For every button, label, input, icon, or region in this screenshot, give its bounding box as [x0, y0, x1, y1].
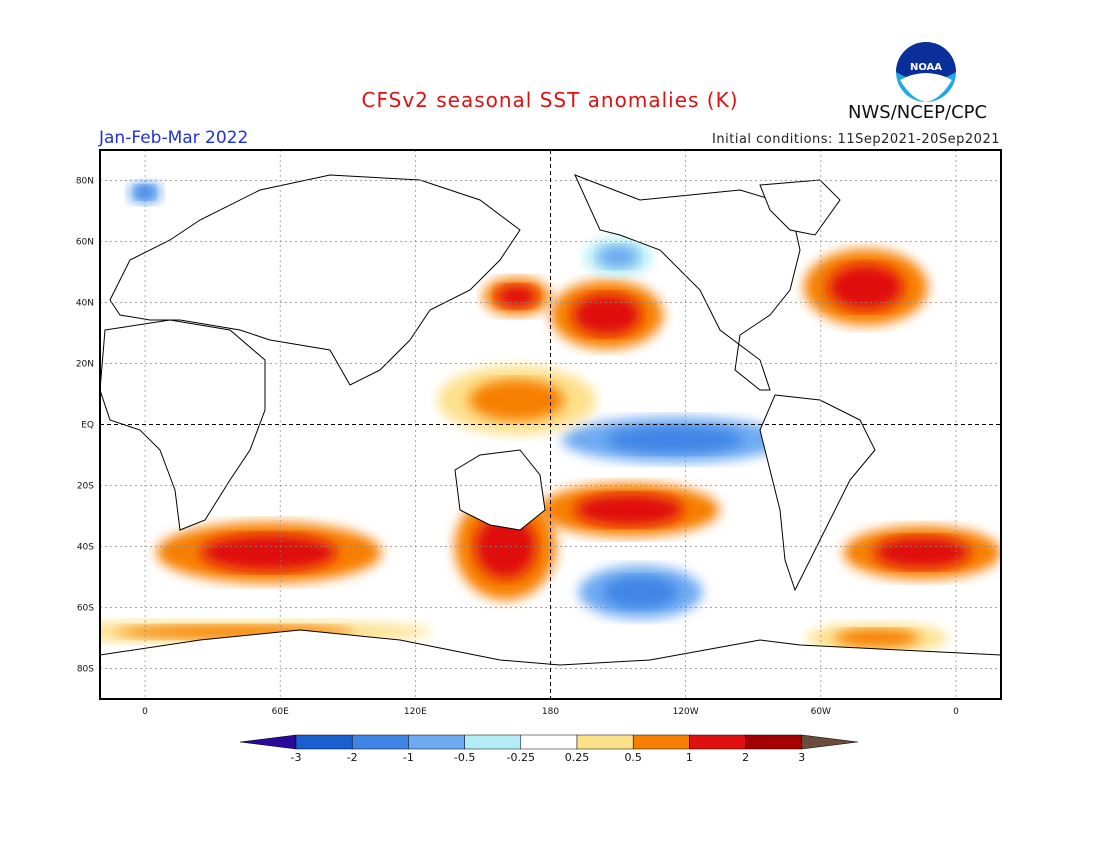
season-label: Jan-Feb-Mar 2022: [99, 128, 249, 148]
longitude-labels: 0 60E 120E 180 120W 60W 0: [142, 707, 959, 717]
colorbar-segment-8: [745, 734, 803, 750]
lon-label-0: 0: [142, 707, 148, 717]
noaa-logo: NOAA: [896, 42, 956, 102]
colorbar-label-0: -3: [291, 751, 302, 764]
australia: [454, 449, 546, 531]
lat-label-EQ: EQ: [81, 421, 94, 431]
initial-conditions: Initial conditions: 11Sep2021-20Sep2021: [712, 132, 1000, 147]
lon-label-1: 60E: [272, 707, 289, 717]
lat-label-60N: 60N: [76, 238, 94, 248]
anomaly-region-central-pacific-cold-tongue-core: [606, 426, 742, 454]
anomaly-region-weddell-warm-core: [834, 628, 920, 648]
colorbar-segment-5: [576, 734, 634, 750]
colorbar-label-9: 3: [798, 751, 805, 764]
colorbar-segment-3: [464, 734, 522, 750]
map-title: CFSv2 seasonal SST anomalies (K): [361, 88, 739, 112]
agency-label: NWS/NCEP/CPC: [848, 102, 988, 123]
lat-label-20S: 20S: [77, 482, 94, 492]
colorbar-segment-2: [408, 734, 465, 750]
continent-outlines: [100, 174, 1001, 699]
lat-label-40N: 40N: [76, 299, 94, 309]
lat-label-80N: 80N: [76, 177, 94, 187]
latitude-labels: 80N 60N 40N 20N EQ 20S 40S 60S 80S: [76, 177, 94, 675]
colorbar-label-4: -0.25: [507, 751, 535, 764]
colorbar-segment-0: [295, 734, 353, 750]
colorbar-label-7: 1: [686, 751, 693, 764]
colorbar-label-2: -1: [403, 751, 414, 764]
anomaly-region-south-pacific-warm-diagonal-core: [575, 493, 684, 526]
south-america: [759, 394, 876, 592]
anomaly-region-south-atlantic-warm-core: [874, 536, 970, 569]
lat-label-40S: 40S: [77, 543, 94, 553]
noaa-logo-text: NOAA: [910, 62, 942, 73]
anomaly-region-north-atlantic-warm-core: [828, 264, 904, 311]
lon-label-5: 60W: [811, 707, 831, 717]
anomaly-region-west-pacific-warm-band-core: [469, 379, 565, 421]
reference-lines: [100, 150, 1001, 699]
colorbar-segment-4: [520, 734, 578, 750]
colorbar-label-6: 0.5: [624, 751, 642, 764]
anomaly-region-northeast-pacific-cold-core: [597, 245, 639, 269]
colorbar-arrow-high: [801, 734, 858, 750]
colorbar-segment-1: [351, 734, 409, 750]
anomaly-region-north-pacific-warm-blob-core: [573, 294, 641, 336]
anomaly-region-south-indian-warm-core: [201, 534, 337, 571]
greenland: [759, 179, 841, 236]
colorbar-label-1: -2: [347, 751, 358, 764]
colorbar-segment-6: [632, 734, 690, 750]
north-america: [574, 174, 801, 391]
lon-label-2: 120E: [404, 707, 427, 717]
colorbar-label-8: 2: [742, 751, 749, 764]
eurasia: [109, 174, 521, 386]
anomaly-region-kuroshio-warm-core: [496, 284, 537, 308]
africa: [100, 319, 266, 531]
lat-label-60S: 60S: [77, 604, 94, 614]
colorbar: -3 -2 -1 -0.5 -0.25 0.25 0.5 1 2 3: [239, 734, 858, 764]
colorbar-label-3: -0.5: [454, 751, 475, 764]
lon-label-4: 120W: [673, 707, 699, 717]
lat-label-20N: 20N: [76, 360, 94, 370]
colorbar-segment-7: [689, 734, 746, 750]
colorbar-arrow-low: [239, 734, 297, 750]
anomaly-region-southeast-pacific-cold-core: [603, 576, 678, 609]
colorbar-label-5: 0.25: [565, 751, 590, 764]
anomaly-region-barents-cold-core: [134, 185, 156, 200]
lat-label-80S: 80S: [77, 665, 94, 675]
lon-label-3: 180: [542, 707, 559, 717]
lon-label-6: 0: [953, 707, 959, 717]
anomaly-field: [100, 181, 1001, 654]
map-frame: [99, 149, 1002, 700]
